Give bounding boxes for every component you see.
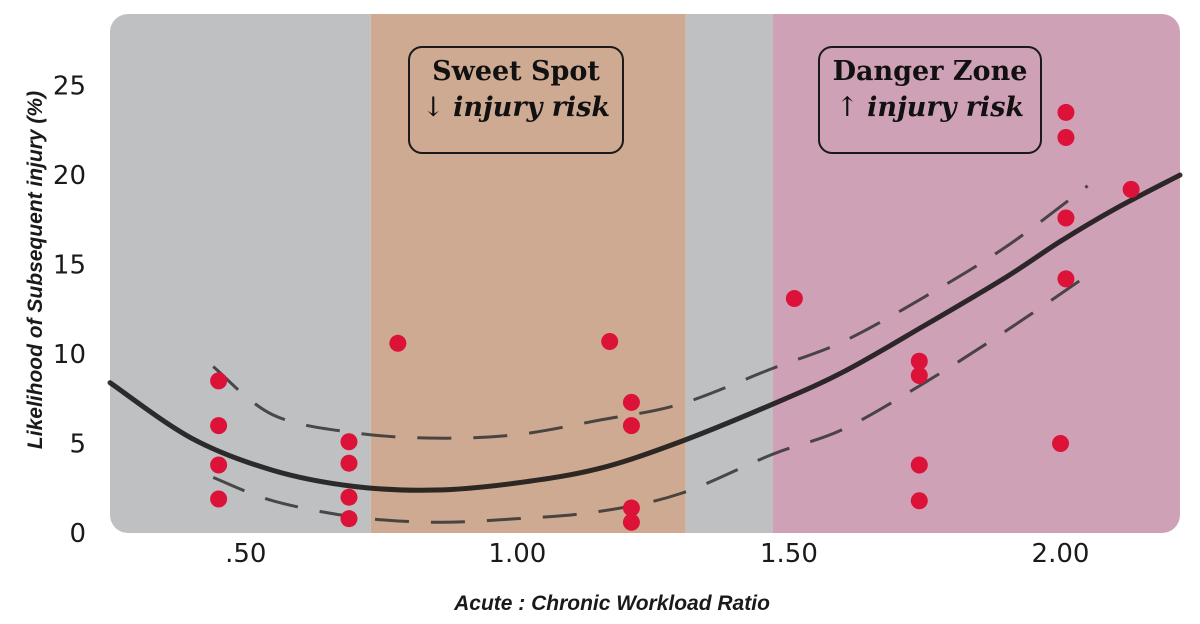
y-tick-label-20: 20 xyxy=(53,161,86,191)
data-point-23 xyxy=(1057,209,1075,227)
data-point-25 xyxy=(1122,180,1140,198)
data-point-17 xyxy=(910,367,928,385)
data-point-20 xyxy=(1052,435,1070,453)
fit-curve-layer xyxy=(107,172,1183,493)
danger-zone-annotation: Danger Zone ↑ injury risk xyxy=(818,46,1042,154)
data-point-19 xyxy=(910,492,928,510)
sweet-spot-subtitle: injury risk xyxy=(453,92,611,123)
data-point-22 xyxy=(1057,128,1075,146)
y-tick-label-15: 15 xyxy=(53,251,86,281)
sweet-spot-annotation: Sweet Spot ↓ injury risk xyxy=(408,46,624,154)
data-point-15 xyxy=(785,290,803,308)
danger-zone-title: Danger Zone xyxy=(832,56,1028,87)
data-point-3 xyxy=(210,456,228,474)
data-point-13 xyxy=(622,499,640,517)
data-point-6 xyxy=(340,454,358,472)
data-point-2 xyxy=(210,417,228,435)
fit-curve xyxy=(107,172,1183,493)
zone-danger xyxy=(772,14,1180,533)
down-arrow-icon: ↓ xyxy=(421,92,445,123)
data-points xyxy=(210,103,1140,531)
data-point-12 xyxy=(622,417,640,435)
zones-layer xyxy=(110,14,1180,533)
data-point-10 xyxy=(601,333,619,351)
danger-zone-subtitle: injury risk xyxy=(867,92,1025,123)
upper-confidence-band xyxy=(212,184,1089,440)
y-axis-title: Likelihood of Subsequent injury (%) xyxy=(24,91,47,449)
x-tick-label-.50: .50 xyxy=(225,539,266,569)
data-point-8 xyxy=(340,510,358,528)
data-point-24 xyxy=(1057,270,1075,288)
sweet-spot-title: Sweet Spot xyxy=(432,56,600,87)
data-point-9 xyxy=(389,334,407,352)
x-tick-label-1.50: 1.50 xyxy=(760,539,818,569)
data-point-11 xyxy=(622,393,640,411)
data-point-5 xyxy=(340,433,358,451)
data-point-1 xyxy=(210,372,228,390)
data-point-21 xyxy=(1057,103,1075,121)
data-point-16 xyxy=(910,352,928,370)
zone-sweet-spot xyxy=(370,14,686,533)
x-axis-title: Acute : Chronic Workload Ratio xyxy=(453,592,770,615)
data-point-14 xyxy=(622,513,640,531)
y-tick-label-10: 10 xyxy=(53,340,86,370)
y-tick-label-5: 5 xyxy=(69,430,86,460)
x-tick-label-2.00: 2.00 xyxy=(1032,539,1090,569)
zone-mid xyxy=(685,14,773,533)
y-tick-label-25: 25 xyxy=(53,72,86,102)
y-tick-label-0: 0 xyxy=(69,519,86,549)
data-point-18 xyxy=(910,456,928,474)
data-point-4 xyxy=(210,490,228,508)
tick-labels: 0 5 10 15 20 25 .50 1.00 1.50 2.00 xyxy=(53,72,1090,569)
up-arrow-icon: ↑ xyxy=(835,92,859,123)
zone-low xyxy=(110,14,371,533)
x-tick-label-1.00: 1.00 xyxy=(488,539,546,569)
data-point-7 xyxy=(340,488,358,506)
